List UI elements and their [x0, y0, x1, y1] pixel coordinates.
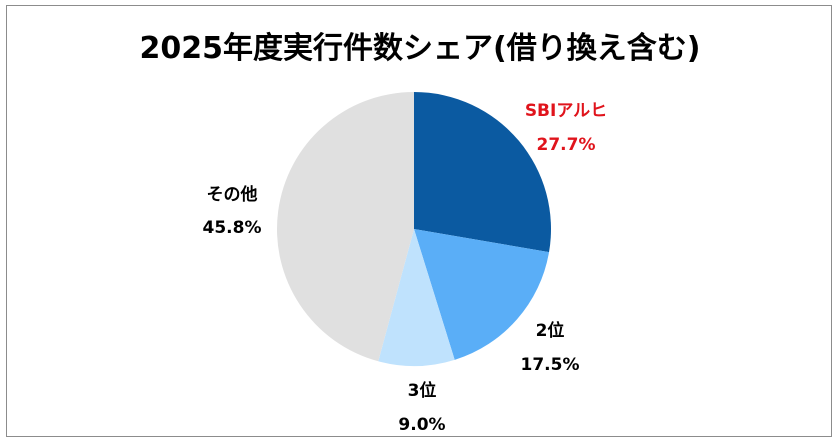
slice-label-3: 3位 [408, 380, 437, 401]
slice-value-label-1: 27.7% [537, 135, 596, 155]
slice-value-label-3: 9.0% [398, 415, 445, 435]
slice-label-1: SBIアルヒ [525, 101, 607, 121]
pie-slice-2 [414, 229, 550, 360]
pie-slice-3 [378, 229, 455, 366]
slice-value-label-2: 17.5% [521, 355, 580, 375]
chart-title: 2025年度実行件数シェア(借り換え含む) [140, 31, 701, 66]
slice-label-4: その他 [207, 184, 258, 205]
pie-slice-1 [414, 92, 551, 253]
slice-value-label-4: 45.8% [203, 218, 262, 238]
pie-slice-4 [277, 92, 414, 362]
slice-label-2: 2位 [536, 320, 565, 341]
